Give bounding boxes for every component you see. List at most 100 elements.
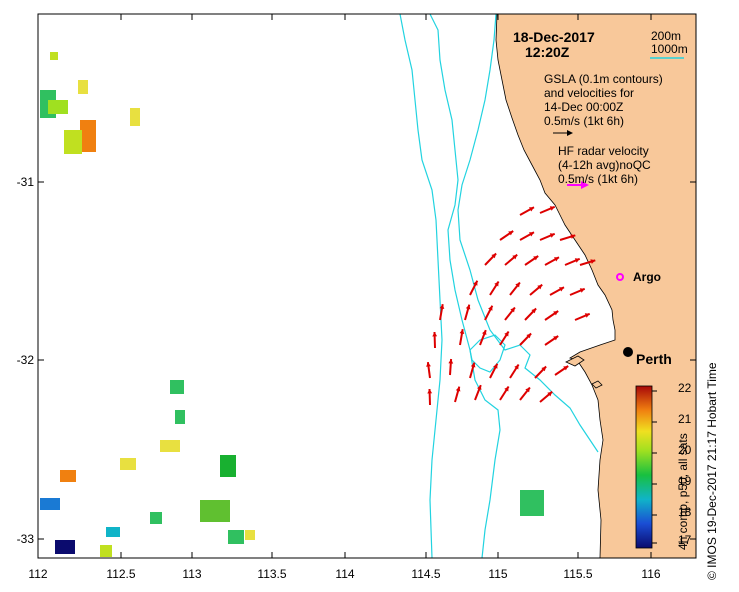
colorbar-label: 17 [678,533,692,547]
hf-arrow-head [553,311,559,316]
sst-patches [40,52,544,557]
y-tick-label: -31 [16,175,34,189]
hf-arrow-head [514,364,519,370]
hf-arrow-head [465,304,471,310]
hf-note-1: HF radar velocity [558,144,649,158]
sst-pixel-patch [64,130,82,154]
argo-label: Argo [633,270,661,284]
depth-legend-200m: 200m [651,29,682,43]
hf-radar-arrows [426,205,596,406]
sst-pixel-patch [200,500,230,522]
hf-note-3: 0.5m/s (1kt 6h) [558,172,639,186]
hf-arrow-head [559,287,564,292]
contour-1000m [429,13,501,559]
gsla-note-2: and velocities for [544,86,635,100]
hf-arrow-head [455,386,461,392]
hf-arrow-head [553,336,559,341]
hf-arrow-head [504,331,509,337]
sst-pixel-patch [80,120,96,152]
hf-arrow-head [432,332,438,337]
x-tick-label: 112.5 [106,567,136,581]
colorbar-label: 22 [678,381,692,395]
hf-arrow-head [584,313,590,318]
x-tick-label: 116 [641,567,661,581]
hf-arrow-head [504,386,509,392]
colorbar-ticks [652,390,657,544]
hf-arrow-head [439,304,445,309]
hf-arrow-head [579,288,585,293]
gsla-scale-arrow [553,130,573,136]
sst-pixel-patch [170,380,184,394]
hf-arrow-head [531,308,537,314]
hf-arrow-head [574,258,580,263]
axis-ticks [37,14,696,558]
sst-pixel-patch [50,52,58,60]
sst-pixel-patch [520,490,544,516]
colorbar [635,385,653,549]
hf-arrow-head [554,257,559,262]
gsla-note-4: 0.5m/s (1kt 6h) [544,114,625,128]
hf-arrow-head [525,387,530,393]
hf-arrow-head [529,207,534,212]
sst-pixel-patch [228,530,244,544]
x-tick-label: 114 [335,567,355,581]
hf-arrow-head [510,307,515,313]
contour-loop [469,334,506,373]
x-tick-label: 115.5 [563,567,593,581]
hf-arrow-head [482,330,487,335]
contour-200m-west [399,13,443,559]
hf-scale-arrow [567,181,589,189]
hf-arrow-head [470,362,476,368]
sst-pixel-patch [60,470,76,482]
sst-pixel-patch [100,545,112,557]
hf-arrow-head [491,253,497,259]
map-time: 12:20Z [525,44,570,60]
sst-pixel-patch [150,512,162,524]
hf-arrow-head [448,359,454,364]
y-tick-label: -33 [16,532,34,546]
credit-text: © IMOS 19-Dec-2017 21:17 Hobart Time [705,362,719,580]
colorbar-title: 4h comp, p50, all sats [676,433,690,550]
x-tick-label: 114.5 [411,567,441,581]
sst-pixel-patch [220,455,236,477]
hf-note-2: (4-12h avg)noQC [558,158,651,172]
hf-arrow-head [563,366,569,371]
colorbar-label: 19 [678,474,692,488]
colorbar-label: 20 [678,443,692,457]
map-date: 18-Dec-2017 [513,29,595,45]
hf-arrow-head [494,281,499,287]
sst-pixel-patch [120,458,136,470]
hf-arrow-head [549,206,555,211]
rottnest-island [591,380,603,389]
sst-pixel-patch [160,440,180,452]
sst-pixel-patch [78,80,88,94]
hf-arrow-head [541,366,547,372]
hf-arrow-head [537,284,543,290]
hf-arrow-head [590,259,596,264]
x-tick-label: 113 [182,567,202,581]
x-tick-label: 115 [488,567,508,581]
y-tick-label: -32 [16,353,34,367]
hf-arrow-head [426,362,431,367]
hf-arrow-head [529,232,534,237]
gsla-note-1: GSLA (0.1m contours) [544,72,663,86]
hf-arrow-head [547,391,553,397]
sst-pixel-patch [245,530,255,540]
sst-pixel-patch [106,527,120,537]
gsla-note-3: 14-Dec 00:00Z [544,100,624,114]
argo-marker [616,273,624,281]
x-tick-label: 112 [28,567,48,581]
hf-arrow-head [459,329,465,334]
hf-arrow-head [512,254,518,260]
hf-arrow-head [526,333,532,339]
perth-label: Perth [636,351,672,367]
hf-arrow-head [477,385,482,390]
hf-arrow-head [533,256,539,261]
garden-island [565,355,585,367]
hf-arrow-head [570,234,576,239]
contour-200m [457,13,599,453]
colorbar-label: 21 [678,412,692,426]
colorbar-label: 18 [678,505,692,519]
depth-legend-1000m: 1000m [651,42,688,56]
